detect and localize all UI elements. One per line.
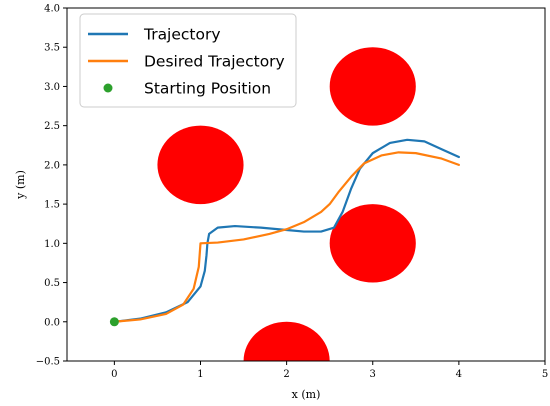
y-tick-label: 3.0 (44, 82, 60, 93)
legend-label-1: Desired Trajectory (144, 53, 285, 71)
y-tick-label: 0.5 (44, 278, 60, 289)
obstacle-circle-2 (329, 204, 416, 283)
legend: Trajectory Desired Trajectory Starting Pos… (79, 13, 297, 108)
plot-frame (66, 7, 546, 362)
legend-label-0: Trajectory (143, 26, 221, 44)
x-tick-label: 0 (111, 369, 117, 380)
y-tick-label: 2.5 (44, 121, 60, 132)
legend-swatch-point-2 (103, 83, 113, 93)
obstacle-circle-0 (157, 125, 244, 205)
y-tick-label: 3.5 (44, 43, 60, 54)
obstacle-circle-3 (243, 321, 330, 361)
x-tick-label: 1 (197, 369, 203, 380)
series-lines (109, 138, 460, 327)
y-tick-label: 1.5 (44, 200, 60, 211)
y-tick-label: −0.5 (36, 357, 60, 368)
x-tick-label: 4 (456, 369, 462, 380)
x-tick-label: 2 (283, 369, 289, 380)
y-axis-label: y (m) (14, 170, 27, 200)
x-tick-label: 5 (542, 369, 548, 380)
x-axis-label: x (m) (292, 388, 321, 401)
y-tick-label: 2.0 (44, 160, 60, 171)
y-tick-label: 0.0 (44, 317, 60, 328)
obstacle-circle-1 (329, 47, 416, 126)
axes: 0 1 2 3 4 5 −0.5 0.0 0.5 1.0 1.5 2.0 2.5 3.0 3.5 4.0 x (… (14, 4, 548, 402)
y-tick-label: 1.0 (44, 239, 60, 250)
y-tick-label: 4.0 (44, 4, 60, 15)
series-line-1 (113, 151, 460, 323)
legend-label-2: Starting Position (144, 80, 271, 98)
x-tick-label: 3 (370, 369, 376, 380)
obstacles (157, 47, 416, 361)
legend-box (79, 13, 297, 108)
series-point-2-0 (109, 317, 119, 327)
